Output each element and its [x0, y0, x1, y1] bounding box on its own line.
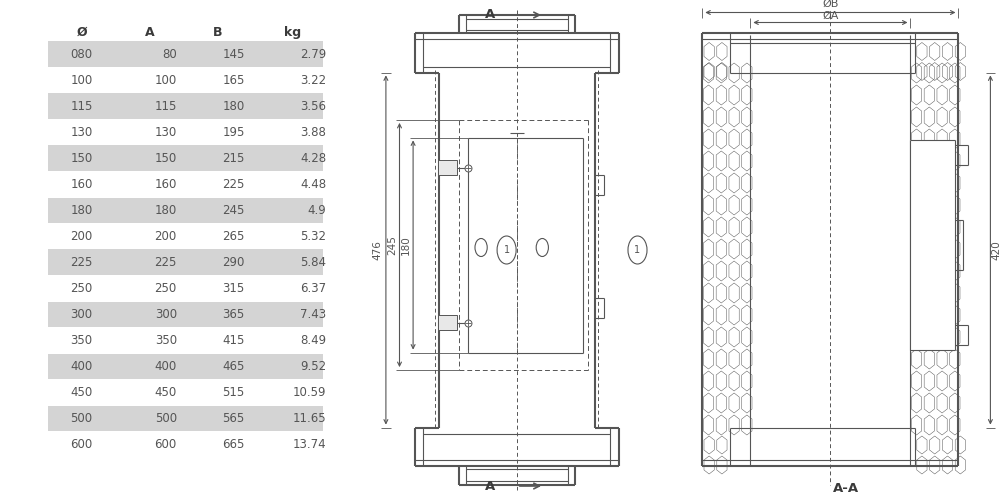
Text: 500: 500	[155, 412, 177, 425]
Text: 265: 265	[222, 230, 245, 243]
Text: Ø: Ø	[76, 26, 87, 39]
Text: 145: 145	[222, 48, 245, 61]
Text: 225: 225	[70, 256, 93, 269]
Text: 115: 115	[70, 100, 93, 113]
Text: A: A	[145, 26, 154, 39]
Text: 5.32: 5.32	[300, 230, 326, 243]
Text: ØB: ØB	[822, 0, 839, 8]
Text: 200: 200	[70, 230, 93, 243]
Bar	[48, 120, 323, 146]
Text: 130: 130	[70, 126, 93, 139]
Text: 250: 250	[70, 282, 93, 295]
Text: 215: 215	[222, 152, 245, 165]
Bar	[48, 406, 323, 431]
Text: A: A	[484, 8, 495, 22]
Bar	[48, 328, 323, 353]
Text: 3.56: 3.56	[300, 100, 326, 113]
Text: 80: 80	[162, 48, 177, 61]
Text: 245: 245	[222, 204, 245, 217]
Text: 6.37: 6.37	[300, 282, 326, 295]
Text: 8.49: 8.49	[300, 334, 326, 347]
Text: 225: 225	[154, 256, 177, 269]
Text: 500: 500	[71, 412, 93, 425]
Text: 600: 600	[155, 438, 177, 451]
Bar	[48, 250, 323, 276]
Text: 420: 420	[992, 240, 1000, 260]
Text: 115: 115	[154, 100, 177, 113]
Text: 350: 350	[71, 334, 93, 347]
Text: 565: 565	[223, 412, 245, 425]
Text: 160: 160	[154, 178, 177, 191]
Text: 7.43: 7.43	[300, 308, 326, 321]
Text: 130: 130	[155, 126, 177, 139]
Text: 165: 165	[222, 74, 245, 87]
Text: 9.52: 9.52	[300, 360, 326, 373]
Text: 400: 400	[70, 360, 93, 373]
Bar	[48, 302, 323, 328]
Text: 250: 250	[155, 282, 177, 295]
Text: 465: 465	[222, 360, 245, 373]
Text: 1: 1	[634, 245, 641, 255]
Text: 1: 1	[504, 245, 510, 255]
Text: 2.79: 2.79	[300, 48, 326, 61]
Text: kg: kg	[284, 26, 301, 39]
Bar	[48, 354, 323, 380]
Text: 476: 476	[372, 240, 382, 260]
Text: 4.28: 4.28	[300, 152, 326, 165]
Text: 100: 100	[70, 74, 93, 87]
Bar	[48, 380, 323, 406]
Text: 4.9: 4.9	[308, 204, 326, 217]
Text: 665: 665	[222, 438, 245, 451]
Bar	[438, 160, 457, 175]
Text: 3.88: 3.88	[301, 126, 326, 139]
Bar	[48, 432, 323, 458]
Text: 450: 450	[155, 386, 177, 399]
Text: A: A	[484, 480, 495, 492]
Text: 315: 315	[223, 282, 245, 295]
Bar	[48, 146, 323, 172]
Bar	[48, 198, 323, 224]
Text: 3.22: 3.22	[300, 74, 326, 87]
Text: 300: 300	[71, 308, 93, 321]
Text: 300: 300	[155, 308, 177, 321]
Text: 245: 245	[388, 235, 398, 255]
Text: 13.74: 13.74	[293, 438, 326, 451]
Text: 180: 180	[155, 204, 177, 217]
Text: 200: 200	[155, 230, 177, 243]
Text: 600: 600	[70, 438, 93, 451]
Text: 225: 225	[222, 178, 245, 191]
Text: 400: 400	[155, 360, 177, 373]
Text: 10.59: 10.59	[293, 386, 326, 399]
Text: 195: 195	[222, 126, 245, 139]
Text: 415: 415	[222, 334, 245, 347]
Text: 515: 515	[223, 386, 245, 399]
Text: 11.65: 11.65	[293, 412, 326, 425]
Bar	[48, 68, 323, 94]
Text: 290: 290	[222, 256, 245, 269]
Text: 100: 100	[155, 74, 177, 87]
Bar	[48, 42, 323, 68]
Bar	[48, 276, 323, 301]
Text: 5.84: 5.84	[300, 256, 326, 269]
Text: B: B	[213, 26, 222, 39]
Bar	[48, 224, 323, 250]
Text: A-A: A-A	[833, 482, 859, 496]
Text: 365: 365	[223, 308, 245, 321]
Text: 180: 180	[401, 235, 411, 255]
Bar	[438, 315, 457, 330]
Text: 160: 160	[70, 178, 93, 191]
Bar	[910, 140, 955, 350]
Text: 180: 180	[70, 204, 93, 217]
Text: 150: 150	[155, 152, 177, 165]
Text: 150: 150	[70, 152, 93, 165]
Text: ØA: ØA	[822, 10, 839, 20]
Text: 4.48: 4.48	[300, 178, 326, 191]
Text: 350: 350	[155, 334, 177, 347]
Text: 180: 180	[223, 100, 245, 113]
Text: 450: 450	[70, 386, 93, 399]
Text: 080: 080	[71, 48, 93, 61]
Bar	[48, 172, 323, 198]
Bar	[48, 94, 323, 120]
